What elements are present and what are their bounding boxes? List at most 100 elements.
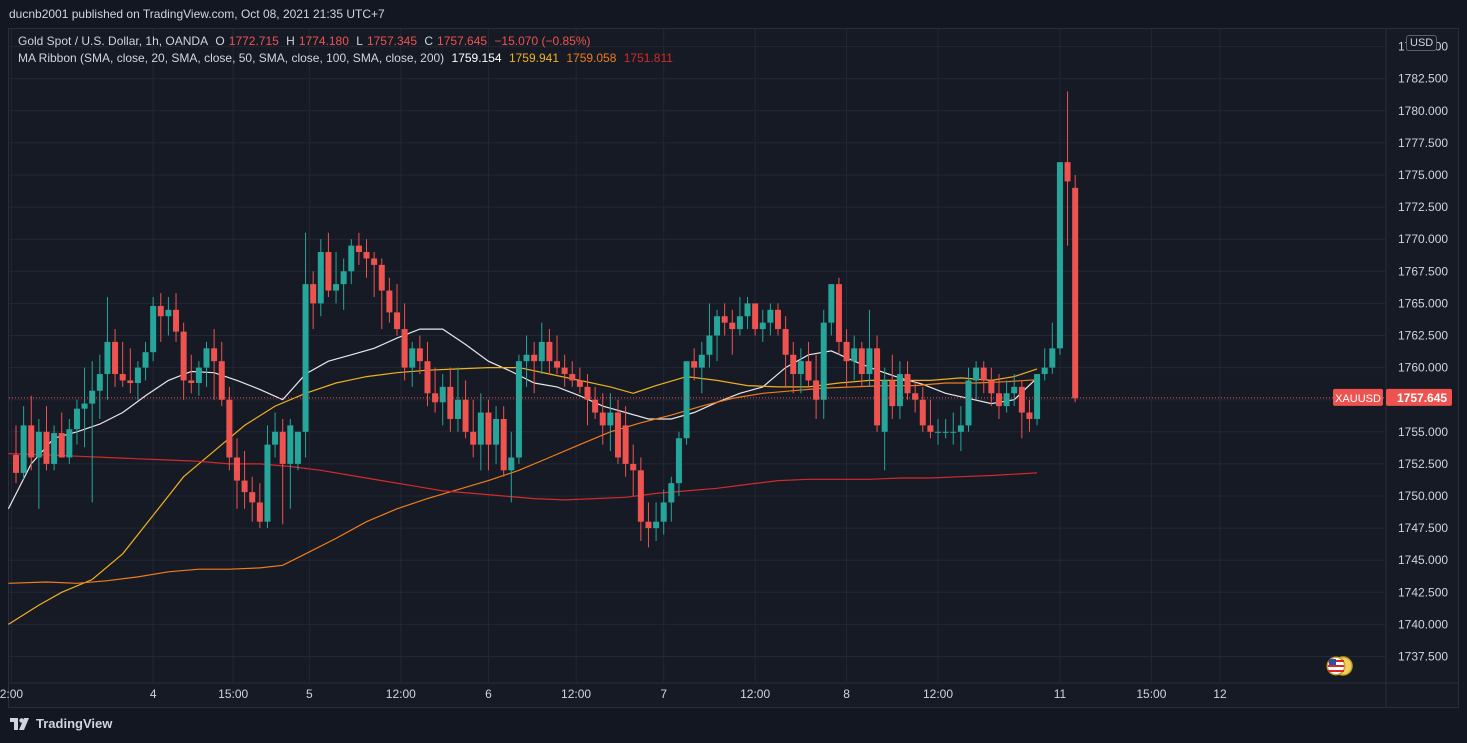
candle [211, 329, 218, 400]
candle [51, 425, 58, 471]
price-tick-label: 1752.500 [1398, 457, 1448, 471]
candle [348, 239, 355, 285]
candle [683, 361, 690, 445]
candle-body [736, 316, 743, 330]
candle-body [1049, 348, 1056, 368]
candle-body [272, 431, 279, 445]
candle-body [104, 341, 111, 375]
candle-body [43, 431, 50, 464]
candle [660, 489, 667, 535]
candle [477, 393, 484, 471]
candle-body [325, 252, 332, 291]
candle [835, 277, 842, 355]
ma100-line [8, 379, 1038, 584]
price-change: −15.070 (−0.85%) [494, 34, 591, 48]
candle-body [89, 390, 96, 404]
candle [988, 367, 995, 407]
price-tick-label: 1765.000 [1398, 296, 1448, 310]
candle [797, 348, 804, 394]
candle [965, 367, 972, 432]
candle-body [51, 433, 58, 464]
candle [637, 457, 644, 541]
candle [1011, 374, 1018, 407]
candle-body [721, 316, 728, 323]
candle-body [81, 403, 88, 409]
candle [256, 483, 263, 529]
candle [889, 354, 896, 419]
candle [371, 252, 378, 297]
candle [1003, 380, 1010, 413]
price-tick-label: 1772.500 [1398, 200, 1448, 214]
candle-body [995, 393, 1002, 407]
candle [828, 284, 835, 336]
time-tick-label: 5 [306, 687, 313, 701]
time-tick-label: 12:00 [740, 687, 770, 701]
time-tick-label: 15:00 [218, 687, 248, 701]
candle [218, 341, 225, 407]
candle [729, 309, 736, 355]
candle [73, 399, 80, 445]
low-label: L [356, 34, 363, 48]
candle [1049, 322, 1056, 375]
candle [1064, 91, 1071, 246]
candle-body [348, 245, 355, 272]
candle-body [904, 374, 911, 394]
candle-body [554, 361, 561, 368]
candle [104, 296, 111, 400]
symbol-tag-label: XAUUSD [1335, 393, 1381, 405]
candle-body [371, 258, 378, 265]
footer-logo-text[interactable]: TradingView [36, 716, 113, 731]
candle-body [454, 399, 461, 419]
candle [58, 412, 65, 458]
time-tick-label: 12:00 [923, 687, 953, 701]
candle [698, 341, 705, 394]
currency-button[interactable]: USD [1406, 35, 1438, 51]
close-value: 1757.645 [437, 34, 488, 48]
candle-body [195, 367, 202, 384]
candle-body [935, 431, 942, 433]
candle [203, 341, 210, 387]
time-tick-label: 15:00 [1136, 687, 1166, 701]
candle [302, 232, 309, 458]
candle-body [249, 492, 256, 503]
price-tick-label: 1762.500 [1398, 329, 1448, 343]
ma-ribbon-label[interactable]: MA Ribbon (SMA, close, 20, SMA, close, 5… [18, 51, 445, 65]
candle [607, 393, 614, 452]
price-tick-label: 1737.500 [1398, 650, 1448, 664]
candle-body [462, 399, 469, 432]
price-tick-label: 1780.000 [1398, 104, 1448, 118]
symbol-legend: Gold Spot / U.S. Dollar, 1h, OANDA O 1772… [18, 34, 595, 48]
candle [424, 341, 431, 407]
candle-body [858, 348, 865, 375]
symbol-price-tag [1333, 388, 1383, 406]
candle-body [759, 322, 766, 330]
candle [188, 354, 195, 394]
candle [843, 329, 850, 387]
candle-body [302, 284, 309, 432]
candle-body [980, 367, 987, 381]
candle-body [675, 438, 682, 484]
open-value: 1772.715 [228, 34, 279, 48]
candle-body [508, 457, 515, 471]
candle-body [584, 386, 591, 400]
current-price-label: 1757.645 [1397, 391, 1447, 405]
candle-body [66, 429, 73, 458]
high-label: H [286, 34, 295, 48]
candle-body [150, 305, 157, 353]
candle-body [119, 374, 126, 381]
price-tick-label: 1760.000 [1398, 361, 1448, 375]
candle-body [58, 433, 65, 458]
candle [378, 258, 385, 330]
symbol-name[interactable]: Gold Spot / U.S. Dollar, 1h, OANDA [18, 34, 209, 48]
candle [173, 293, 180, 342]
candle [630, 444, 637, 496]
tradingview-logo-icon[interactable] [10, 717, 32, 730]
candle [881, 367, 888, 471]
candle-body [279, 431, 286, 464]
candle-body [782, 329, 789, 355]
candle-body [851, 348, 858, 362]
us-flag-events-icon[interactable] [1325, 655, 1353, 677]
candle [721, 303, 728, 336]
price-tick-label: 1767.500 [1398, 264, 1448, 278]
